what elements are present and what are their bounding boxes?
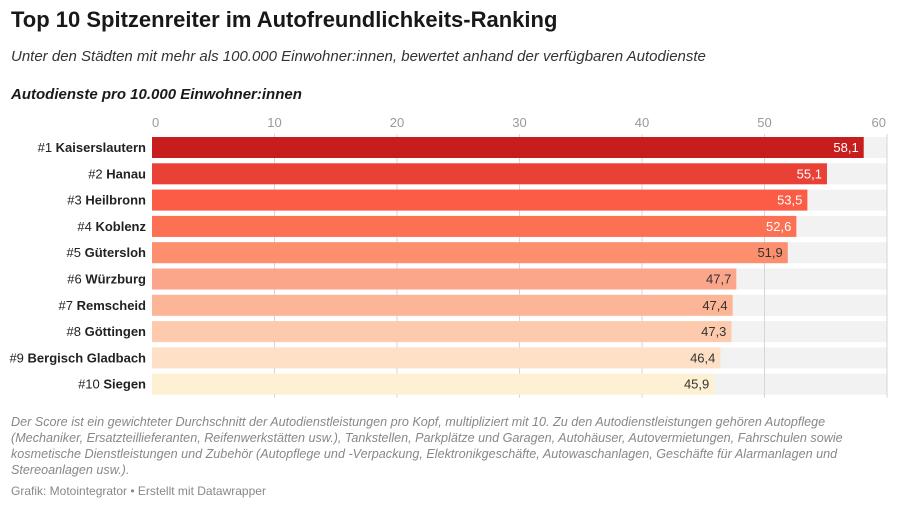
bar: [152, 321, 732, 343]
x-tick-label: 50: [757, 115, 771, 130]
category-label: #10 Siegen: [78, 377, 146, 392]
bar: [152, 163, 827, 185]
category-label: #3 Heilbronn: [67, 193, 146, 208]
data-label: 51,9: [757, 245, 782, 260]
data-label: 45,9: [684, 377, 709, 392]
x-tick-label: 20: [390, 115, 404, 130]
x-axis-label: Autodienste pro 10.000 Einwohner:innen: [11, 86, 302, 103]
x-tick-label: 40: [635, 115, 649, 130]
chart-credit: Grafik: Motointegrator • Erstellt mit Da…: [11, 484, 266, 498]
data-label: 58,1: [833, 140, 858, 155]
bar: [152, 294, 733, 316]
bar: [152, 242, 788, 264]
data-label: 52,6: [766, 219, 791, 234]
chart-title: Top 10 Spitzenreiter im Autofreundlichke…: [11, 7, 558, 32]
data-label: 53,5: [777, 193, 802, 208]
x-tick-label: 60: [872, 115, 886, 130]
chart-footnote: Der Score ist ein gewichteter Durchschni…: [11, 415, 843, 477]
data-label: 55,1: [797, 166, 822, 181]
category-label: #8 Göttingen: [67, 324, 147, 339]
category-label: #6 Würzburg: [67, 272, 146, 287]
bar-chart: 0 10 20 30 40 50 60 58,1 #1 Kaiserslautern 55,1 #2…: [9, 115, 888, 398]
x-tick-label: 0: [152, 115, 159, 130]
data-label: 47,3: [701, 324, 726, 339]
bar: [152, 347, 721, 369]
x-tick-label: 10: [267, 115, 281, 130]
category-label: #7 Remscheid: [59, 298, 146, 313]
bar: [152, 189, 808, 211]
bar: [152, 373, 715, 395]
bar: [152, 215, 797, 237]
category-label: #9 Bergisch Gladbach: [9, 350, 146, 365]
data-label: 47,4: [702, 298, 727, 313]
bar: [152, 268, 737, 290]
bar: [152, 137, 864, 158]
category-label: #4 Koblenz: [77, 219, 146, 234]
data-label: 47,7: [706, 272, 731, 287]
chart-subtitle: Unter den Städten mit mehr als 100.000 E…: [11, 48, 706, 65]
x-tick-label: 30: [512, 115, 526, 130]
category-label: #5 Gütersloh: [67, 245, 147, 260]
category-label: #2 Hanau: [88, 166, 146, 181]
data-label: 46,4: [690, 350, 715, 365]
category-label: #1 Kaiserslautern: [38, 140, 146, 155]
